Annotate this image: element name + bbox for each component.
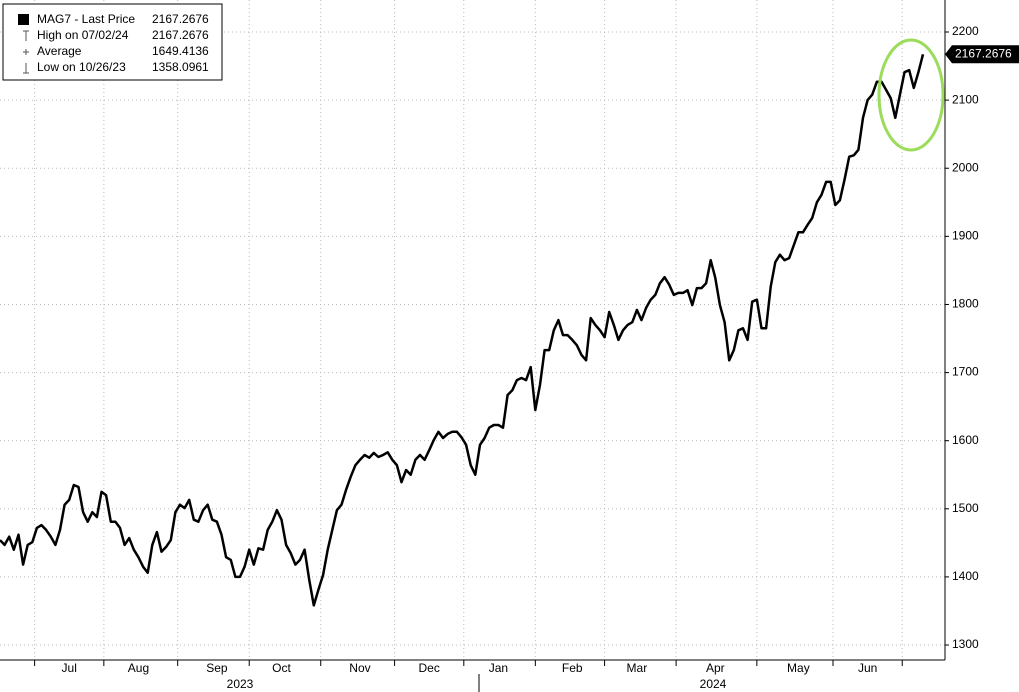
y-tick-label: 1300 bbox=[952, 637, 979, 651]
x-tick-label: Oct bbox=[272, 661, 291, 675]
year-label: 2023 bbox=[227, 677, 254, 691]
legend-value: 1649.4136 bbox=[152, 44, 209, 58]
x-tick-label: Aug bbox=[128, 661, 149, 675]
last-price-tag bbox=[945, 45, 1019, 64]
legend-label: MAG7 - Last Price bbox=[37, 12, 135, 26]
legend-value: 2167.2676 bbox=[152, 28, 209, 42]
x-tick-label: May bbox=[787, 661, 810, 675]
last-price-label: 2167.2676 bbox=[955, 46, 1012, 60]
legend-label: High on 07/02/24 bbox=[37, 28, 129, 42]
legend: MAG7 - Last Price 2167.2676 High on 07/0… bbox=[2, 3, 223, 81]
y-tick-label: 1800 bbox=[952, 297, 979, 311]
y-tick-label: 2000 bbox=[952, 160, 979, 174]
axes: 1300 1400 1500 1600 1700 1800 1900 2000 2100 2200… bbox=[34, 24, 1019, 691]
legend-value: 2167.2676 bbox=[152, 12, 209, 26]
legend-icon bbox=[23, 30, 29, 74]
y-tick-label: 1500 bbox=[952, 501, 979, 515]
plot bbox=[0, 53, 925, 607]
highlight-ellipse bbox=[877, 38, 945, 152]
x-tick-label: Jan bbox=[489, 661, 508, 675]
x-tick-label: Dec bbox=[419, 661, 440, 675]
y-tick-label: 1700 bbox=[952, 365, 979, 379]
x-tick-label: Nov bbox=[349, 661, 370, 675]
legend-label: Average bbox=[37, 44, 82, 58]
x-tick-label: Jun bbox=[858, 661, 877, 675]
price-line bbox=[0, 53, 925, 607]
y-tick-label: 1400 bbox=[952, 569, 979, 583]
x-tick-label: Sep bbox=[206, 661, 228, 675]
year-label: 2024 bbox=[700, 677, 727, 691]
legend-label: Low on 10/26/23 bbox=[37, 60, 126, 74]
x-tick-label: Mar bbox=[627, 661, 648, 675]
legend-box bbox=[2, 3, 223, 81]
x-tick-label: Feb bbox=[562, 661, 583, 675]
x-tick-label: Jul bbox=[62, 661, 77, 675]
y-tick-label: 2200 bbox=[952, 24, 979, 38]
legend-value: 1358.0961 bbox=[152, 60, 209, 74]
y-tick-label: 1600 bbox=[952, 433, 979, 447]
y-tick-label: 1900 bbox=[952, 229, 979, 243]
grid bbox=[0, 0, 945, 660]
y-tick-label: 2100 bbox=[952, 92, 979, 106]
x-tick-label: Apr bbox=[706, 661, 725, 675]
legend-swatch bbox=[18, 14, 29, 25]
